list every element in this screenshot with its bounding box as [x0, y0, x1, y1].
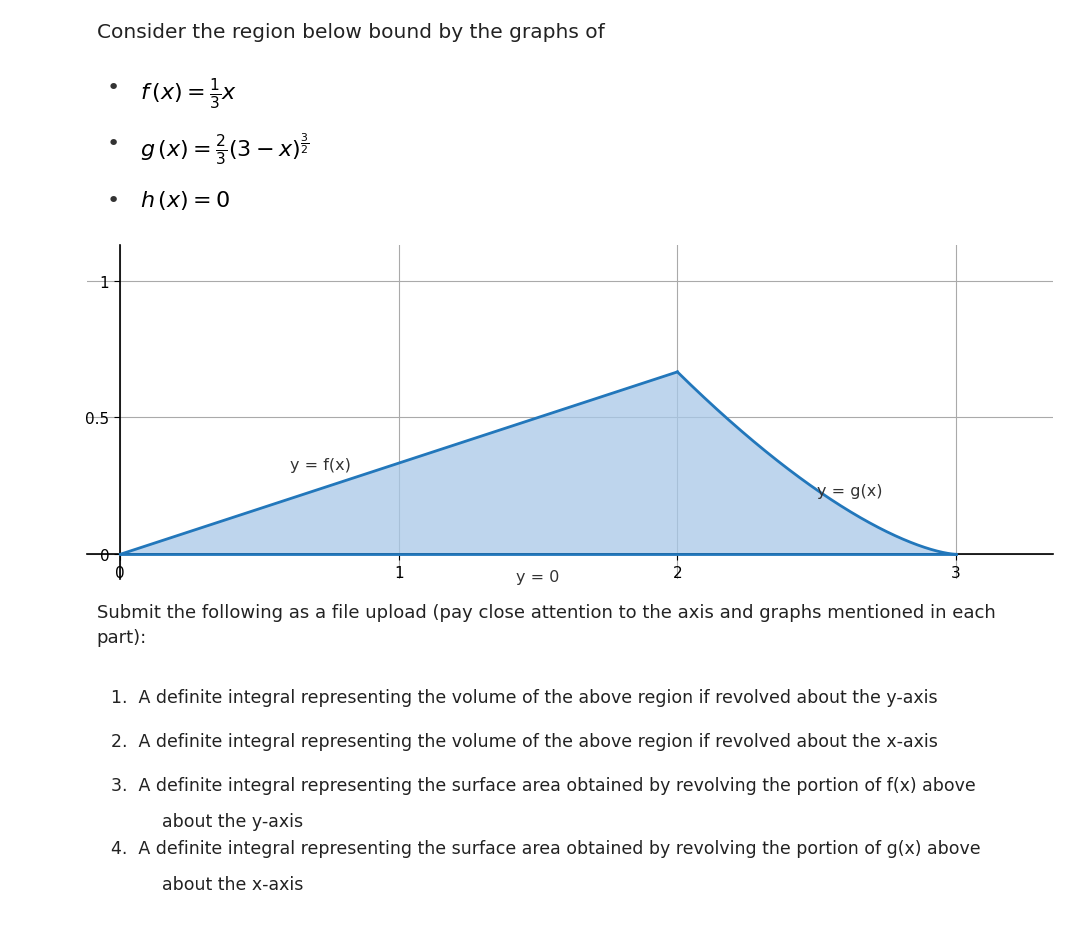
Text: 3.  A definite integral representing the surface area obtained by revolving the : 3. A definite integral representing the …: [111, 776, 976, 794]
Text: $f\,(x) = \frac{1}{3}x$: $f\,(x) = \frac{1}{3}x$: [140, 76, 238, 111]
Text: 4.  A definite integral representing the surface area obtained by revolving the : 4. A definite integral representing the …: [111, 839, 981, 857]
Text: about the y-axis: about the y-axis: [162, 812, 303, 831]
Text: Consider the region below bound by the graphs of: Consider the region below bound by the g…: [97, 23, 604, 42]
Text: $h\,(x) = 0$: $h\,(x) = 0$: [140, 189, 230, 212]
Text: y = 0: y = 0: [517, 570, 559, 585]
Text: Submit the following as a file upload (pay close attention to the axis and graph: Submit the following as a file upload (p…: [97, 603, 995, 646]
Text: 1.  A definite integral representing the volume of the above region if revolved : 1. A definite integral representing the …: [111, 688, 937, 706]
Text: y = f(x): y = f(x): [290, 458, 351, 473]
Text: about the x-axis: about the x-axis: [162, 875, 304, 894]
Text: •: •: [106, 133, 119, 154]
Text: •: •: [106, 191, 119, 211]
Text: •: •: [106, 78, 119, 98]
Text: y = g(x): y = g(x): [818, 483, 883, 499]
Text: $g\,(x) = \frac{2}{3}(3 - x)^{\frac{3}{2}}$: $g\,(x) = \frac{2}{3}(3 - x)^{\frac{3}{2…: [140, 132, 310, 167]
Text: 2.  A definite integral representing the volume of the above region if revolved : 2. A definite integral representing the …: [111, 732, 938, 750]
